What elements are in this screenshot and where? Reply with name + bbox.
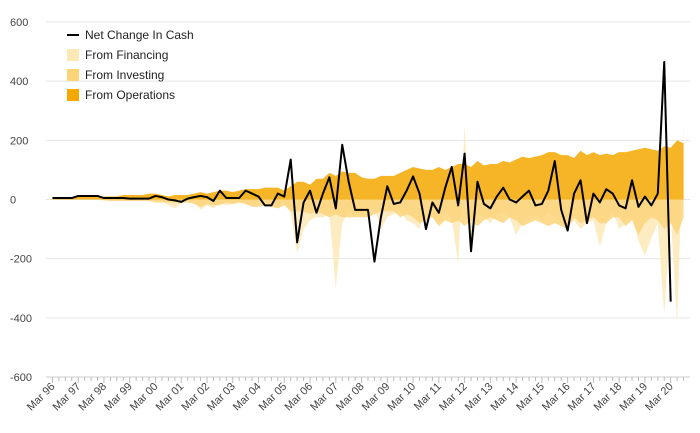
x-tick-label: Mar 97 <box>51 381 84 414</box>
legend-swatch <box>67 49 79 61</box>
x-tick-label: Mar 06 <box>282 381 315 414</box>
y-tick-label: 400 <box>10 76 28 88</box>
legend-label: From Operations <box>85 88 175 102</box>
x-tick-label: Mar 17 <box>566 381 599 414</box>
x-tick-label: Mar 09 <box>360 381 393 414</box>
y-axis-ticks: 600 400 200 0 -200 -400 -600 <box>10 17 32 384</box>
x-tick-label: Mar 03 <box>205 381 238 414</box>
x-tick-label: Mar 19 <box>617 381 650 414</box>
x-tick-label: Mar 04 <box>231 381 264 414</box>
line-series-net-change-in-cash <box>52 60 672 302</box>
legend: Net Change In Cash From Financing From Inv… <box>67 28 194 102</box>
y-tick-label: -200 <box>10 254 32 266</box>
x-tick-label: Mar 20 <box>643 381 676 414</box>
x-tick-label: Mar 98 <box>76 381 109 414</box>
y-tick-label: 200 <box>10 135 28 147</box>
legend-swatch <box>67 89 79 101</box>
x-tick-label: Mar 01 <box>154 381 187 414</box>
legend-label: From Investing <box>85 68 164 82</box>
y-tick-label: 0 <box>10 195 16 207</box>
y-tick-label: -400 <box>10 313 32 325</box>
area-series-group <box>52 125 684 324</box>
x-tick-label: Mar 10 <box>385 381 418 414</box>
x-tick-label: Mar 99 <box>102 381 135 414</box>
x-tick-label: Mar 02 <box>179 381 212 414</box>
x-tick-label: Mar 05 <box>257 381 290 414</box>
x-tick-label: Mar 18 <box>592 381 625 414</box>
y-tick-label: 600 <box>10 17 28 29</box>
line-series-group <box>52 60 672 302</box>
legend-label: Net Change In Cash <box>85 28 194 42</box>
area-series-from-operations <box>52 140 684 200</box>
x-tick-label: Mar 15 <box>514 381 547 414</box>
x-tick-label: Mar 13 <box>463 381 496 414</box>
x-tick-label: Mar 07 <box>308 381 341 414</box>
x-tick-label: Mar 00 <box>128 381 161 414</box>
x-tick-label: Mar 96 <box>25 381 58 414</box>
legend-label: From Financing <box>85 48 168 62</box>
x-tick-label: Mar 16 <box>540 381 573 414</box>
x-tick-label: Mar 12 <box>437 381 470 414</box>
legend-swatch <box>67 69 79 81</box>
y-tick-label: -600 <box>10 372 32 384</box>
x-tick-label: Mar 14 <box>489 381 522 414</box>
x-tick-label: Mar 08 <box>334 381 367 414</box>
